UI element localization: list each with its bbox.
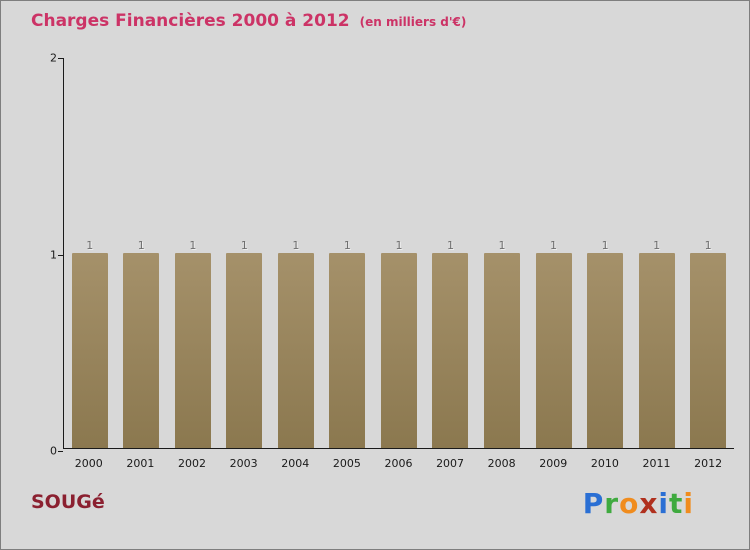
x-axis-tick-label: 2009: [539, 457, 568, 470]
logo-letter: t: [669, 487, 684, 520]
bar-value-label: 1: [446, 239, 454, 252]
x-axis-tick-label: 2004: [281, 457, 310, 470]
bar-column: 1: [373, 58, 425, 448]
bar: [71, 253, 108, 448]
x-axis-tick-label: 2005: [332, 457, 361, 470]
bar-value-label: 1: [137, 239, 145, 252]
x-axis-tick-label: 2012: [694, 457, 723, 470]
chart-title: Charges Financières 2000 à 2012 (en milli…: [31, 11, 466, 31]
bar-value-label: 1: [550, 239, 558, 252]
bar-value-label: 1: [653, 239, 661, 252]
y-axis-tick-mark: [58, 451, 63, 452]
bar-column: 1: [167, 58, 219, 448]
x-axis-tick-label: 2008: [487, 457, 516, 470]
bar-value-label: 1: [240, 239, 248, 252]
logo-letter: i: [683, 487, 694, 520]
bar-column: 1: [682, 58, 734, 448]
bar: [123, 253, 160, 448]
bar-column: 1: [270, 58, 322, 448]
x-axis-tick-label: 2006: [384, 457, 413, 470]
bar: [277, 253, 314, 448]
bar-column: 1: [631, 58, 683, 448]
bar-value-label: 1: [292, 239, 300, 252]
bar-value-label: 1: [498, 239, 506, 252]
y-axis-tick-label: 0: [50, 444, 57, 458]
bar-value-label: 1: [395, 239, 403, 252]
bar-column: 1: [579, 58, 631, 448]
x-axis-tick-label: 2007: [436, 457, 465, 470]
bar-column: 1: [219, 58, 271, 448]
bar: [484, 253, 521, 448]
bars: 1 1 1 1 1 1 1 1 1 1 1 1 1: [64, 58, 734, 448]
y-axis-tick-mark: [58, 58, 63, 59]
logo-letter: x: [639, 487, 659, 520]
x-axis-tick-label: 2003: [229, 457, 258, 470]
x-axis-tick-label: 2011: [642, 457, 671, 470]
bar-column: 1: [322, 58, 374, 448]
bar-column: 1: [116, 58, 168, 448]
bar: [226, 253, 263, 448]
chart-title-text: Charges Financières 2000 à 2012: [31, 11, 350, 31]
bar-value-label: 1: [189, 239, 197, 252]
x-axis-tick-label: 2000: [74, 457, 103, 470]
bar: [432, 253, 469, 448]
logo-letter: o: [619, 487, 640, 520]
x-axis-tick-label: 2002: [178, 457, 207, 470]
x-axis-labels: 2000 2001 2002 2003 2004 2005 2006 2007 2008 2009…: [63, 457, 734, 470]
bar-column: 1: [528, 58, 580, 448]
bar-column: 1: [476, 58, 528, 448]
chart-subtitle: (en milliers d'€): [359, 15, 467, 29]
bar: [380, 253, 417, 448]
bar: [535, 253, 572, 448]
bar-column: 1: [425, 58, 477, 448]
bar-value-label: 1: [704, 239, 712, 252]
bar: [587, 253, 624, 448]
logo-letter: i: [658, 487, 669, 520]
plot-area: 1 1 1 1 1 1 1 1 1 1 1 1 1: [63, 58, 734, 449]
bar: [690, 253, 727, 448]
bar: [174, 253, 211, 448]
bar: [638, 253, 675, 448]
bar-column: 1: [64, 58, 116, 448]
x-axis-tick-label: 2010: [590, 457, 619, 470]
bar-value-label: 1: [86, 239, 94, 252]
bar-value-label: 1: [601, 239, 609, 252]
bar-value-label: 1: [343, 239, 351, 252]
y-axis-tick-mark: [58, 254, 63, 256]
bar: [329, 253, 366, 448]
y-axis-tick-label: 2: [50, 51, 57, 65]
x-axis-tick-label: 2001: [126, 457, 155, 470]
proxiti-logo: Proxiti: [583, 487, 694, 520]
y-axis-tick-label: 1: [50, 248, 57, 261]
logo-letter: r: [604, 487, 620, 520]
logo-letter: P: [582, 487, 605, 520]
company-name: SOUGé: [31, 491, 105, 513]
